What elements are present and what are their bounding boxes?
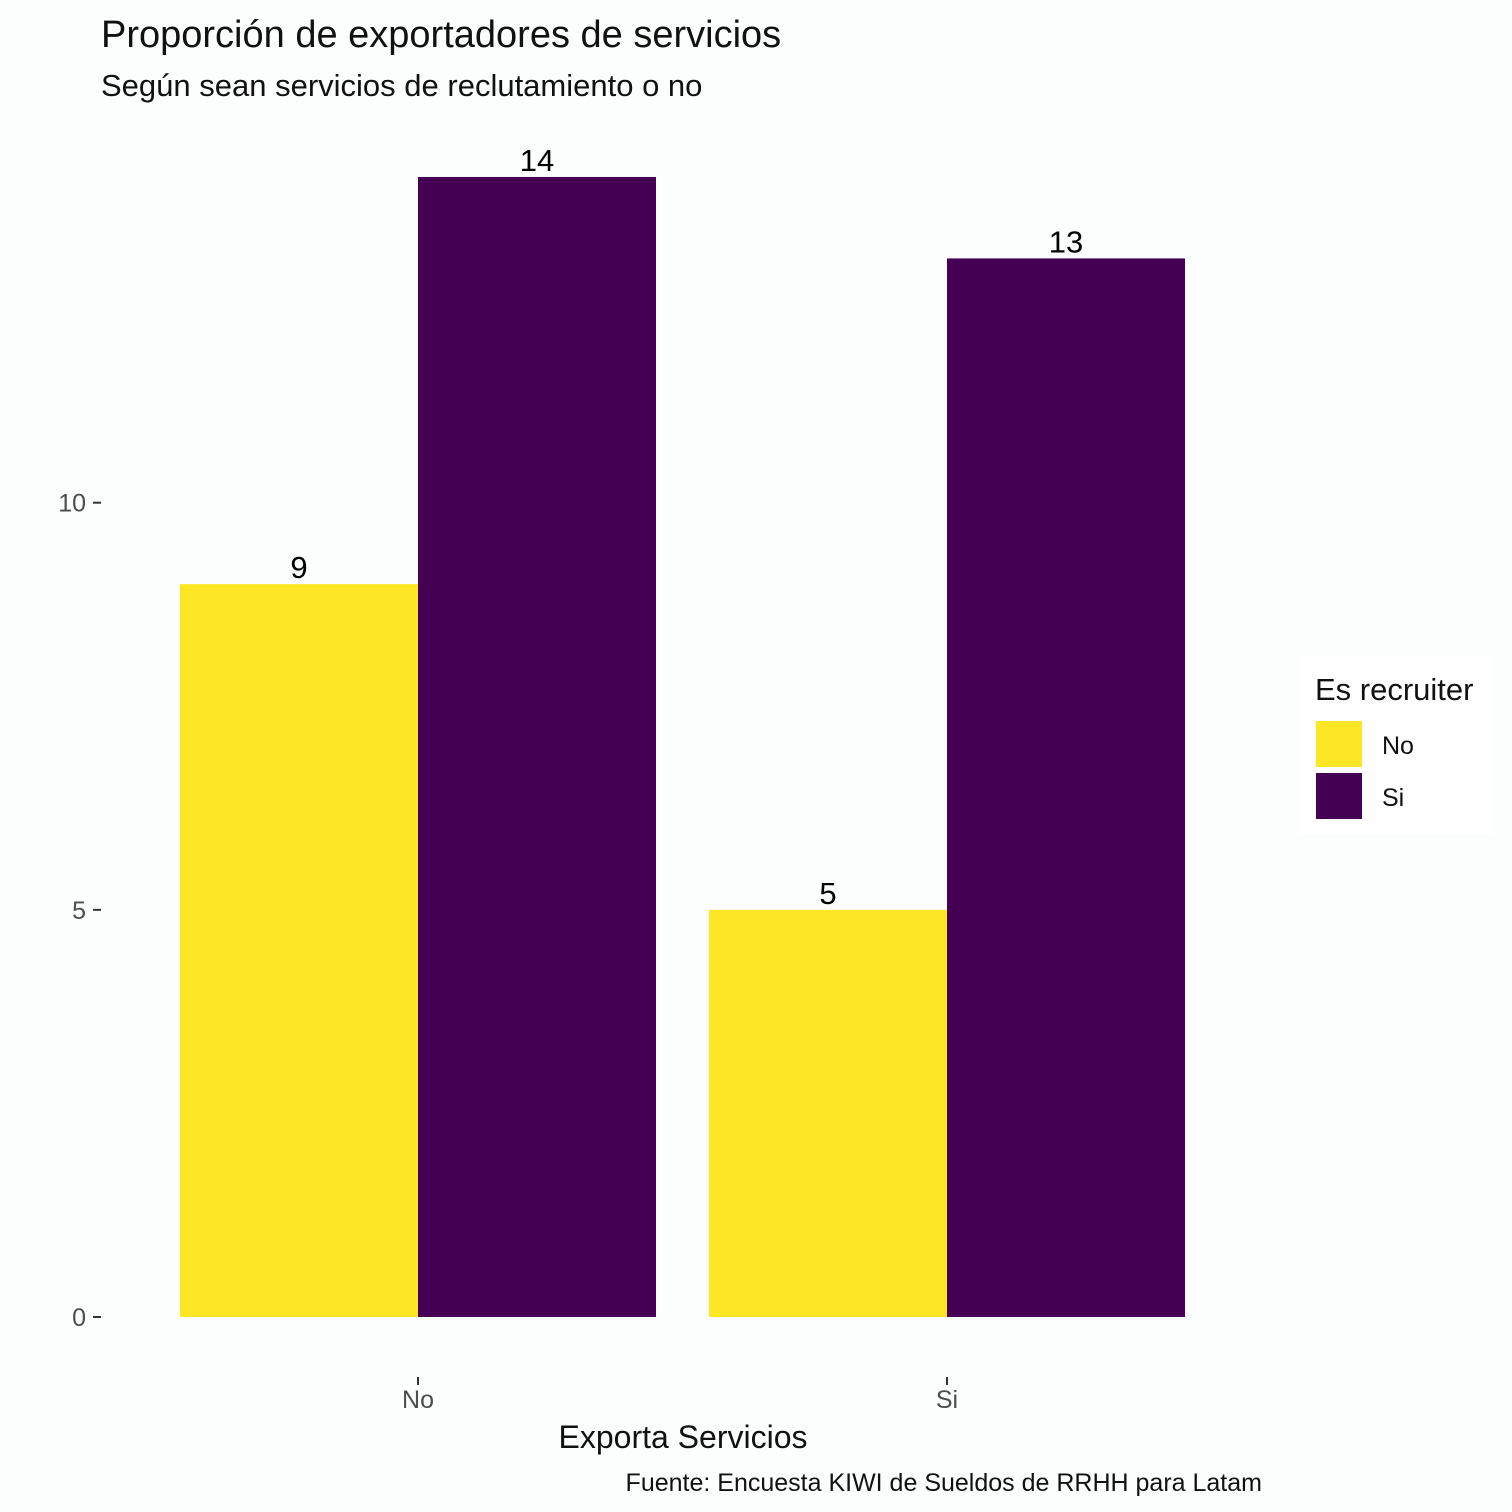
bar-si-no: [709, 909, 947, 1317]
chart-caption: Fuente: Encuesta KIWI de Sueldos de RRHH…: [626, 1469, 1262, 1497]
data-label: 14: [520, 143, 554, 178]
y-tick-label: 10: [58, 490, 86, 518]
legend-label-no: No: [1382, 732, 1414, 760]
chart-subtitle: Según sean servicios de reclutamiento o …: [101, 68, 702, 103]
bar-no-no: [180, 584, 418, 1317]
y-tick-label: 0: [72, 1304, 86, 1332]
legend-label-si: Si: [1382, 784, 1404, 812]
x-tick-label: No: [402, 1386, 434, 1414]
bar-no-si: [418, 176, 656, 1318]
chart-title: Proporción de exportadores de servicios: [101, 14, 781, 56]
x-axis-title: Exporta Servicios: [559, 1419, 808, 1455]
legend-swatch-si: [1314, 771, 1364, 821]
data-label: 9: [290, 550, 307, 585]
legend-title: Es recruiter: [1315, 672, 1473, 707]
legend-swatch-no: [1314, 719, 1364, 769]
legend-items: No Si: [1314, 719, 1414, 821]
y-tick-label: 5: [72, 897, 86, 925]
data-labels: 9 14 5 13: [290, 143, 1083, 911]
data-label: 13: [1049, 224, 1083, 259]
y-axis: 0 5 10: [58, 490, 101, 1332]
legend: Es recruiter No Si: [1298, 656, 1494, 834]
bars: [180, 176, 1185, 1318]
data-label: 5: [819, 876, 836, 911]
x-axis: No Si: [402, 1377, 958, 1414]
bar-si-si: [947, 258, 1185, 1317]
x-tick-label: Si: [936, 1386, 958, 1414]
